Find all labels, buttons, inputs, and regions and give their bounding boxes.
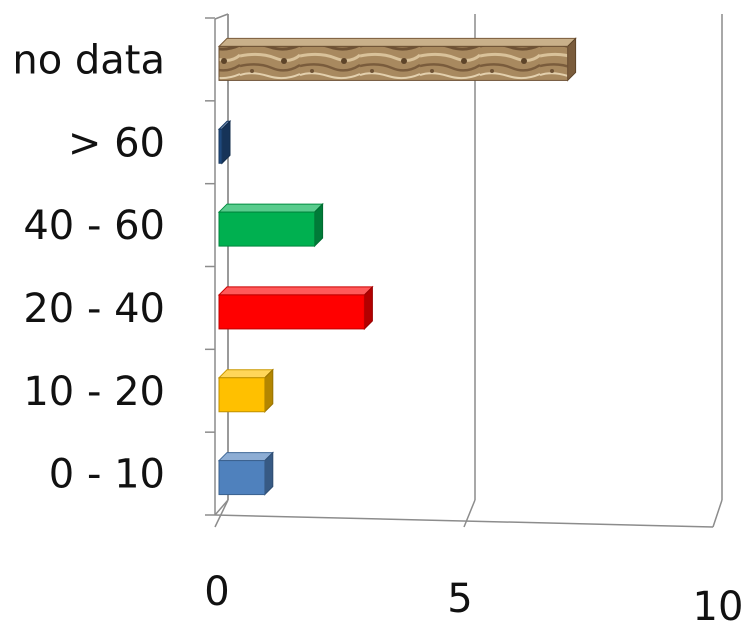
bars bbox=[217, 37, 577, 496]
x-tick-label: 10 bbox=[693, 584, 744, 628]
category-label: 40 - 60 bbox=[23, 203, 165, 249]
gridline-depth bbox=[463, 499, 476, 528]
bar-side-face bbox=[314, 202, 324, 248]
bar bbox=[217, 451, 275, 496]
bar-front-face bbox=[218, 294, 365, 330]
axis-corner bbox=[214, 499, 229, 516]
gridlines bbox=[214, 14, 723, 528]
bar bbox=[217, 285, 374, 331]
bar-front-face bbox=[218, 45, 569, 81]
bar-top-face bbox=[217, 369, 275, 379]
gridline-depth bbox=[712, 499, 723, 528]
bar-side-face bbox=[363, 285, 373, 331]
bar bbox=[217, 120, 232, 165]
x-tick-label: 5 bbox=[447, 576, 472, 622]
bar-top-face bbox=[217, 203, 324, 213]
category-label: 0 - 10 bbox=[49, 452, 165, 498]
category-label: 10 - 20 bbox=[23, 369, 165, 415]
bar-front-face bbox=[218, 128, 223, 164]
bar-front-face bbox=[218, 211, 316, 247]
x-tick-label: 0 bbox=[204, 569, 229, 615]
axes bbox=[205, 13, 714, 528]
bar-front-face bbox=[218, 377, 266, 413]
bar bbox=[217, 202, 324, 248]
bar-top-face bbox=[217, 452, 275, 462]
category-label: 20 - 40 bbox=[23, 286, 165, 332]
bar-side-face bbox=[567, 37, 577, 82]
x-axis-floor bbox=[214, 514, 714, 528]
bar-side-face bbox=[264, 368, 274, 413]
axis-corner-top bbox=[214, 13, 229, 20]
bar-front-face bbox=[218, 460, 266, 496]
bar bbox=[217, 368, 275, 413]
category-label: no data bbox=[12, 37, 165, 83]
gridline-depth bbox=[214, 499, 229, 528]
bar-side-face bbox=[221, 120, 231, 165]
bar-top-face bbox=[217, 37, 577, 47]
bar-top-face bbox=[217, 286, 374, 296]
axis-labels: 0 - 10 10 - 20 20 - 40 40 - 60 > 60 no data 0 5… bbox=[12, 37, 743, 628]
category-label: > 60 bbox=[68, 120, 165, 166]
bar bbox=[217, 37, 577, 82]
bar-side-face bbox=[264, 451, 274, 496]
